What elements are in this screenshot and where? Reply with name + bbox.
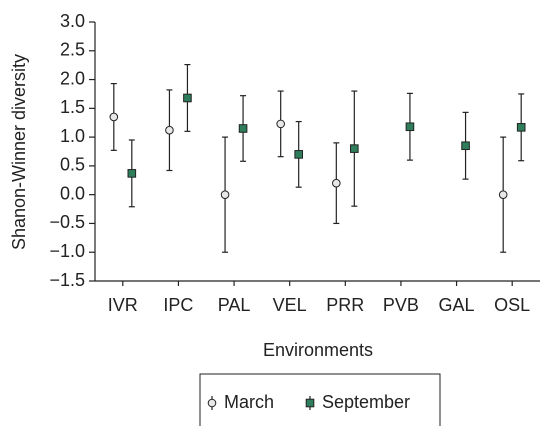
- y-tick-label: 2.5: [60, 40, 85, 60]
- legend-marker: [305, 398, 315, 408]
- x-axis-label: Environments: [263, 340, 373, 360]
- y-tick-label: 2.0: [60, 68, 85, 88]
- marker: [109, 112, 119, 122]
- x-tick-label: PAL: [218, 295, 251, 315]
- marker: [294, 150, 303, 159]
- y-tick-label: 1.5: [60, 97, 85, 117]
- marker: [127, 169, 137, 178]
- y-tick-label: −1.5: [49, 270, 85, 290]
- x-tick-label: IVR: [108, 295, 138, 315]
- y-tick-label: −0.5: [49, 212, 85, 232]
- x-tick-label: GAL: [439, 295, 475, 315]
- x-tick-label: OSL: [494, 295, 530, 315]
- marker: [220, 190, 230, 199]
- y-tick-label: 0.5: [60, 155, 85, 175]
- legend-label: March: [224, 392, 274, 412]
- marker: [183, 93, 192, 103]
- x-tick-label: VEL: [273, 295, 307, 315]
- marker: [405, 122, 415, 132]
- legend-label: September: [322, 392, 410, 412]
- x-tick-label: PRR: [326, 295, 364, 315]
- marker: [238, 124, 248, 133]
- y-axis-label: Shanon-Winner diversity: [9, 54, 29, 250]
- x-tick-label: PVB: [383, 295, 419, 315]
- legend-marker: [207, 398, 217, 408]
- marker: [165, 125, 174, 135]
- x-tick-label: IPC: [163, 295, 193, 315]
- legend-box: [199, 373, 441, 426]
- marker: [276, 119, 285, 129]
- marker: [498, 190, 508, 199]
- marker: [461, 141, 470, 151]
- marker: [516, 123, 526, 132]
- marker: [350, 144, 359, 153]
- marker: [332, 178, 341, 188]
- y-tick-label: 3.0: [60, 11, 85, 31]
- y-tick-label: 0.0: [60, 183, 85, 203]
- y-tick-label: −1.0: [49, 241, 85, 261]
- y-tick-label: 1.0: [60, 126, 85, 146]
